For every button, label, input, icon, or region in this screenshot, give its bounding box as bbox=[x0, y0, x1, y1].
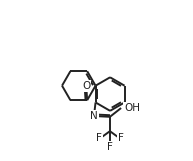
Text: OH: OH bbox=[124, 103, 140, 113]
Text: F: F bbox=[96, 133, 102, 142]
Text: F: F bbox=[118, 133, 124, 142]
Text: F: F bbox=[107, 142, 113, 152]
Text: O: O bbox=[82, 81, 91, 91]
Text: N: N bbox=[90, 111, 98, 121]
